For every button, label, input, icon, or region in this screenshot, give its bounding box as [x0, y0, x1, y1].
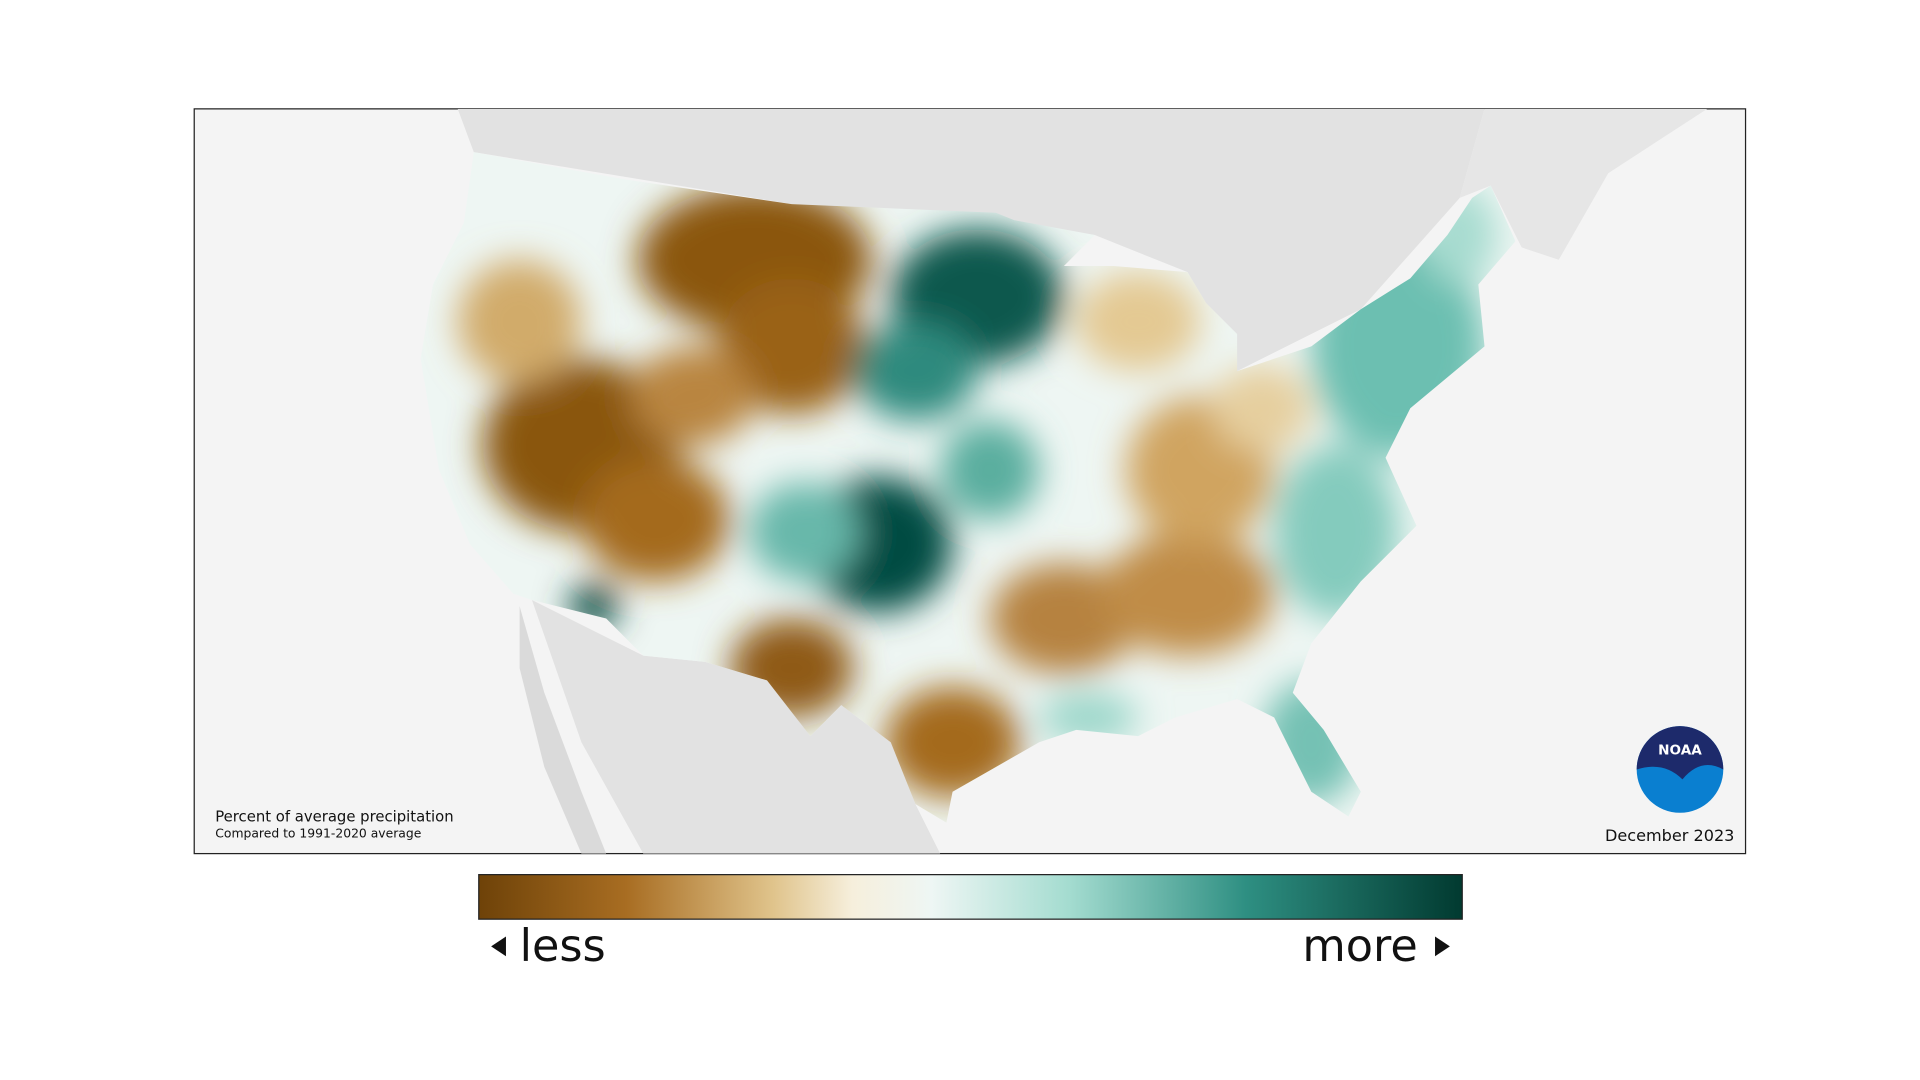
map-panel: Percent of average precipitation Compare… [193, 108, 1747, 972]
canada-east [1459, 108, 1708, 260]
logo-text: NOAA [1658, 743, 1702, 759]
baja [519, 606, 607, 854]
map-date: December 2023 [1605, 826, 1734, 845]
less-arrow [491, 936, 506, 957]
caption-subtitle: Compared to 1991-2020 average [215, 827, 421, 841]
more-arrow [1435, 936, 1450, 957]
color-ramp [478, 874, 1463, 920]
caption-title: Percent of average precipitation [215, 808, 453, 825]
basemap [457, 108, 1708, 854]
noaa-logo: NOAA [1636, 726, 1724, 813]
legend-less: less [520, 920, 606, 972]
canada [457, 108, 1485, 372]
mexico [531, 599, 941, 854]
legend-more: more [1302, 920, 1417, 972]
